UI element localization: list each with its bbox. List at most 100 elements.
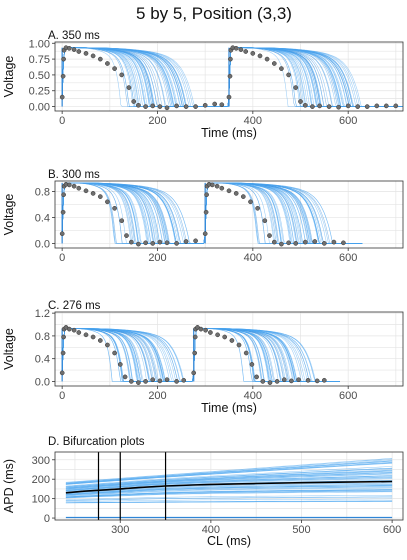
- data-point: [212, 101, 218, 107]
- x-axis-label: CL (ms): [207, 534, 251, 548]
- data-point: [76, 185, 82, 191]
- x-tick-label: 400: [244, 390, 262, 402]
- data-point: [279, 241, 284, 247]
- data-point: [202, 102, 208, 108]
- data-point: [66, 182, 72, 188]
- trace-line: [61, 182, 363, 244]
- y-tick-label: 0: [44, 513, 50, 525]
- data-point: [193, 238, 198, 244]
- data-point: [274, 379, 280, 384]
- y-axis-label: Voltage: [2, 328, 16, 370]
- y-tick-label: 0.4: [35, 354, 50, 366]
- observed-points: [59, 45, 399, 111]
- x-tick-label: 600: [339, 390, 357, 402]
- y-tick-label: 0.4: [35, 212, 50, 224]
- trace-line: [61, 47, 403, 107]
- x-tick-label: 200: [148, 390, 166, 402]
- y-tick-label: 0.75: [29, 54, 50, 66]
- data-point: [150, 241, 156, 246]
- data-point: [112, 205, 117, 211]
- data-point: [321, 377, 327, 383]
- data-point: [228, 56, 233, 62]
- trace-line: [61, 47, 403, 107]
- data-point: [76, 330, 82, 335]
- data-point: [59, 94, 65, 100]
- data-point: [181, 377, 187, 383]
- data-point: [174, 241, 179, 246]
- data-point: [61, 334, 66, 340]
- ensemble-traces: [61, 47, 403, 107]
- data-point: [208, 330, 213, 335]
- data-point: [97, 56, 103, 62]
- data-point: [157, 239, 163, 245]
- panel-c: 0 200 400 600 0.0 0.4 0.8 1.2C. 276 ms Time (ms)…: [2, 300, 404, 415]
- x-tick-label: 400: [202, 524, 220, 536]
- data-point: [345, 103, 351, 109]
- data-point: [198, 326, 204, 332]
- trace-line: [61, 47, 403, 107]
- data-point: [83, 51, 89, 56]
- data-point: [174, 379, 179, 384]
- data-point: [203, 209, 209, 215]
- trace-line: [61, 47, 403, 107]
- data-point: [374, 103, 380, 109]
- trace-line: [61, 47, 403, 107]
- data-point: [150, 103, 156, 109]
- trace-line: [61, 47, 403, 107]
- panel-title: B. 300 ms: [48, 169, 100, 181]
- data-point: [90, 334, 96, 340]
- ensemble-traces: [61, 328, 340, 382]
- y-axis-label: APD (ms): [2, 459, 16, 513]
- trace-line: [61, 47, 403, 107]
- trace-line: [61, 47, 403, 107]
- data-point: [249, 362, 255, 367]
- data-point: [298, 99, 303, 104]
- plot-area: [59, 45, 403, 111]
- data-point: [192, 350, 198, 356]
- data-point: [59, 370, 65, 376]
- trace-line: [61, 47, 403, 107]
- data-point: [60, 209, 66, 215]
- data-point: [341, 240, 346, 246]
- x-tick-label: 400: [244, 115, 262, 127]
- trace-line: [61, 47, 403, 107]
- trace-line: [61, 47, 403, 107]
- data-point: [314, 378, 320, 384]
- trace-line: [61, 47, 403, 107]
- trace-line: [61, 47, 403, 107]
- trace-line: [61, 328, 340, 382]
- data-point: [105, 199, 110, 205]
- data-point: [143, 240, 148, 246]
- trace-line: [61, 47, 403, 107]
- data-point: [317, 103, 322, 109]
- data-point: [331, 239, 337, 245]
- x-axis-label: Time (ms): [201, 401, 257, 415]
- data-point: [90, 191, 96, 196]
- trace-line: [61, 47, 403, 107]
- y-tick-label: 100: [32, 494, 50, 506]
- trace-line: [61, 47, 403, 107]
- trace-line: [61, 47, 403, 107]
- plot-area: [65, 452, 393, 520]
- data-point: [271, 239, 277, 245]
- tick-labels: 300 400 500 600 0 100 200 300: [32, 455, 402, 536]
- trace-line: [61, 47, 403, 107]
- data-point: [305, 377, 311, 383]
- plot-area: [59, 325, 340, 385]
- data-point: [128, 379, 134, 384]
- trace-line: [61, 47, 403, 107]
- data-point: [128, 239, 134, 245]
- data-point: [243, 350, 249, 356]
- data-point: [296, 377, 301, 383]
- y-tick-label: 0.0: [35, 376, 50, 388]
- trace-line: [61, 47, 403, 107]
- tick-labels: 0 200 400 600 0.00 0.25 0.50 0.75 1.00: [29, 38, 358, 127]
- trace-line: [61, 47, 403, 107]
- trace-line: [61, 47, 403, 107]
- data-point: [119, 218, 125, 224]
- trace-line: [61, 47, 403, 107]
- data-point: [71, 183, 77, 189]
- data-point: [157, 104, 163, 109]
- data-point: [112, 66, 117, 71]
